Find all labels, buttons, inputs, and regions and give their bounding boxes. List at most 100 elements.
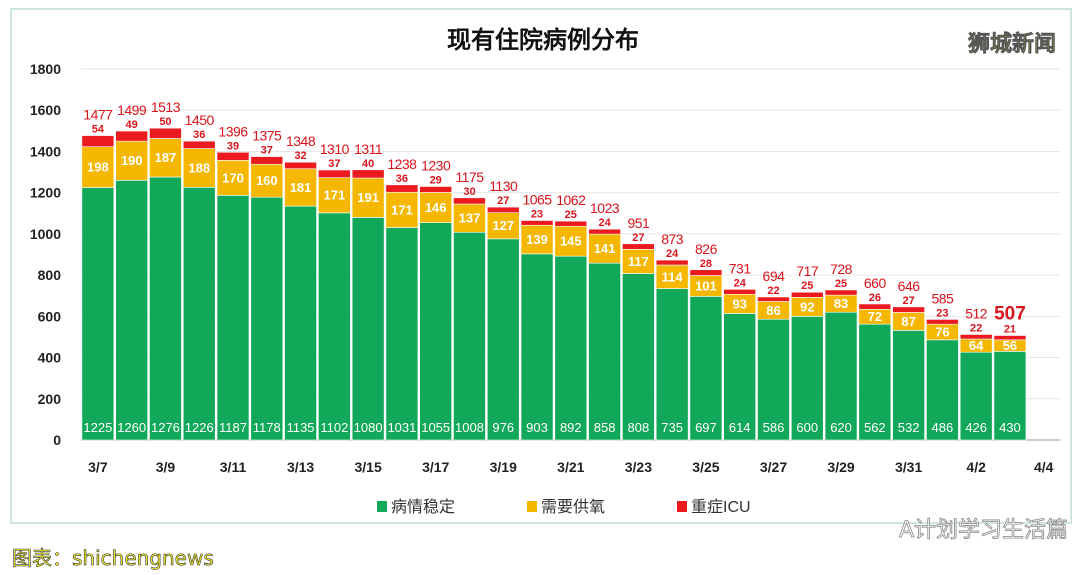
bar-segment-icu xyxy=(182,140,216,149)
data-label: 32 xyxy=(294,150,306,162)
total-label: 1310 xyxy=(320,141,350,157)
bar-segment-icu xyxy=(351,169,385,179)
data-label: 191 xyxy=(357,190,379,205)
data-label: 114 xyxy=(662,269,684,284)
data-label: 87 xyxy=(901,314,915,329)
data-label: 25 xyxy=(565,209,577,221)
total-label: 717 xyxy=(796,263,819,279)
data-label: 21 xyxy=(1004,324,1016,336)
data-label: 27 xyxy=(497,195,509,207)
total-label: 1348 xyxy=(286,133,316,149)
x-tick-label: 3/31 xyxy=(895,459,922,475)
data-label: 25 xyxy=(835,278,847,290)
data-label: 146 xyxy=(425,200,447,215)
bar-segment-oxygen xyxy=(419,192,452,223)
data-label: 26 xyxy=(869,292,881,304)
bar-segment-stable xyxy=(959,351,993,441)
data-label: 620 xyxy=(830,420,852,435)
chart-title: 现有住院病例分布 xyxy=(447,26,639,54)
bar-segment-icu xyxy=(622,243,655,250)
data-label: 160 xyxy=(256,173,278,188)
data-label: 697 xyxy=(695,420,717,435)
data-label: 54 xyxy=(92,124,105,136)
bar-segment-oxygen xyxy=(486,212,520,240)
data-label: 181 xyxy=(290,180,312,195)
total-label: 1023 xyxy=(590,200,620,216)
total-label: 1375 xyxy=(252,128,282,144)
bar-segment-stable xyxy=(926,339,959,441)
y-tick-label: 1000 xyxy=(30,226,61,242)
data-label: 49 xyxy=(126,119,138,131)
data-label: 187 xyxy=(155,150,177,165)
data-label: 1055 xyxy=(421,420,450,435)
data-label: 1225 xyxy=(83,420,112,435)
bar-segment-stable xyxy=(182,187,216,441)
bar-segment-icu xyxy=(723,289,757,295)
total-label: 731 xyxy=(729,260,752,276)
bar-segment-oxygen xyxy=(385,191,419,228)
bar-segment-stable xyxy=(453,231,486,441)
bar-segment-oxygen xyxy=(318,177,351,214)
data-label: 1276 xyxy=(151,420,180,435)
data-label: 198 xyxy=(87,160,109,175)
bar-segment-stable xyxy=(216,195,250,441)
legend-label: 需要供氧 xyxy=(541,498,605,516)
bar-segment-icu xyxy=(81,135,115,148)
data-label: 23 xyxy=(936,307,948,319)
y-tick-label: 1400 xyxy=(30,143,61,159)
total-label: 512 xyxy=(965,305,988,321)
data-label: 139 xyxy=(526,232,548,247)
data-label: 37 xyxy=(261,145,273,157)
bar-segment-icu xyxy=(993,335,1027,341)
bar-segment-icu xyxy=(419,186,452,193)
bar-segment-icu xyxy=(588,228,621,235)
data-label: 40 xyxy=(362,158,374,170)
bar-segment-icu xyxy=(520,220,554,226)
data-label: 1187 xyxy=(219,420,247,435)
bar-segment-icu xyxy=(824,289,858,296)
data-label: 22 xyxy=(970,322,982,334)
bar-segment-oxygen xyxy=(284,168,317,207)
data-label: 145 xyxy=(560,234,582,249)
bar-segment-icu xyxy=(216,151,250,161)
bar-segment-stable xyxy=(993,351,1027,441)
data-label: 24 xyxy=(598,217,611,229)
data-label: 24 xyxy=(666,248,679,260)
bar-segment-icu xyxy=(385,184,419,193)
legend-swatch xyxy=(377,501,387,512)
bar-segment-icu xyxy=(486,206,520,213)
bar-segment-icu xyxy=(149,127,182,139)
total-label: 1513 xyxy=(151,99,181,115)
data-label: 614 xyxy=(729,420,751,435)
bar-segment-icu xyxy=(790,291,824,298)
total-label: 646 xyxy=(898,278,921,294)
data-label: 170 xyxy=(222,170,244,185)
x-tick-label: 3/17 xyxy=(422,459,449,475)
y-tick-label: 400 xyxy=(38,350,62,366)
total-label: 728 xyxy=(830,261,853,277)
bar-segment-stable xyxy=(520,253,554,441)
data-label: 1260 xyxy=(117,420,146,435)
x-tick-label: 3/25 xyxy=(692,459,719,475)
bar-segment-stable xyxy=(351,217,385,441)
data-label: 171 xyxy=(323,188,345,203)
data-label: 808 xyxy=(628,420,650,435)
data-label: 1008 xyxy=(455,420,484,435)
data-label: 141 xyxy=(594,241,616,256)
total-label: 873 xyxy=(661,231,684,247)
bar-segment-stable xyxy=(858,323,892,441)
total-label: 1396 xyxy=(218,123,248,139)
bar-segment-icu xyxy=(115,130,148,142)
data-label: 117 xyxy=(628,254,649,269)
total-label: 1238 xyxy=(387,156,417,172)
total-label: 1450 xyxy=(185,112,215,128)
bar-segment-icu xyxy=(858,303,892,310)
data-label: 426 xyxy=(965,420,987,435)
bar-segment-stable xyxy=(318,212,351,441)
bar-segment-oxygen xyxy=(216,160,250,196)
data-label: 27 xyxy=(902,295,914,307)
data-label: 1080 xyxy=(354,420,383,435)
bar-segment-icu xyxy=(689,269,723,276)
data-label: 903 xyxy=(526,420,548,435)
bar-segment-stable xyxy=(149,176,182,441)
